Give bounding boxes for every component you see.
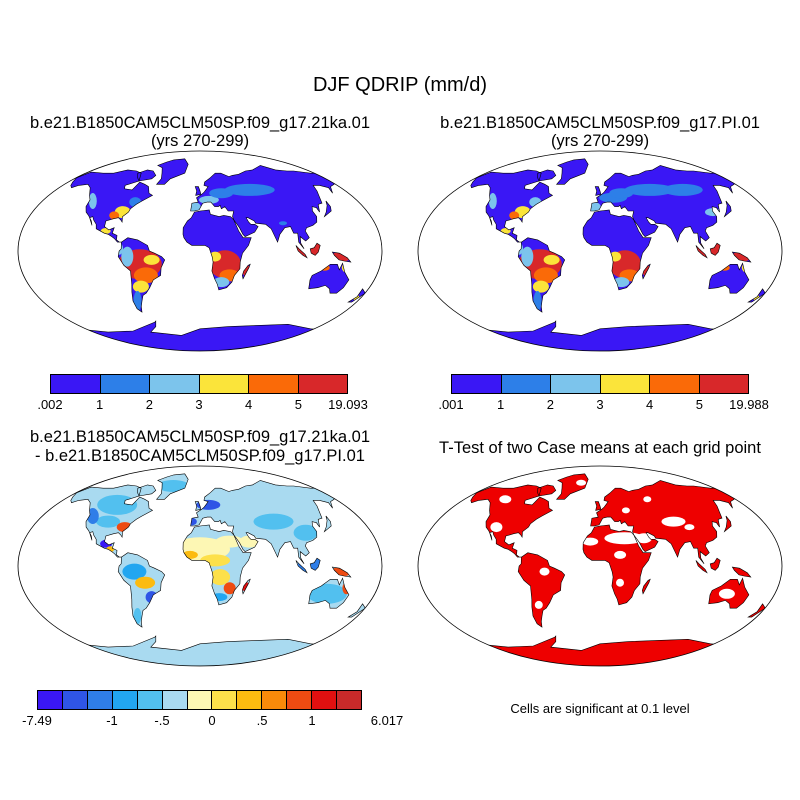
cb3-swatch [38,691,63,709]
map-case2 [417,150,783,352]
colorbar-tick-label: 3 [195,397,203,412]
cb3-swatch [262,691,288,709]
colorbar-tick-label: 5 [294,397,302,412]
colorbar-tick-label: 19.988 [729,397,769,412]
cb3-swatch [312,691,338,709]
panel4-title: T-Test of two Case means at each grid po… [439,439,761,457]
cb3-swatch [337,691,361,709]
cb2-swatch [551,375,601,393]
colorbar-tick-label: 1 [308,713,316,728]
cb2-swatch [501,375,551,393]
colorbar-case2 [451,374,749,394]
cb1-swatch [51,375,101,393]
colorbar-tick-label: 19.093 [328,397,368,412]
colorbar-tick-label: 5 [695,397,703,412]
cb1-swatch [298,375,347,393]
cb3-swatch [287,691,313,709]
panel2-title-line2: (yrs 270-299) [550,132,650,150]
colorbar-tick-label: -7.49 [22,713,52,728]
colorbar-tick-label: 3 [596,397,604,412]
colorbar-case1 [50,374,348,394]
cb3-swatch [62,691,88,709]
cb1-swatch [100,375,150,393]
cb3-swatch [112,691,138,709]
colorbar-tick-label: .002 [37,397,63,412]
colorbar-tick-label: 0 [208,713,216,728]
panel1-title-line1: b.e21.B1850CAM5CLM50SP.f09_g17.21ka.01 [29,114,371,132]
cb2-swatch [600,375,650,393]
map-case1 [17,150,383,352]
panel2-title-line1: b.e21.B1850CAM5CLM50SP.f09_g17.PI.01 [440,114,760,132]
colorbar-tick-label: .5 [256,713,268,728]
cb2-swatch [452,375,502,393]
colorbar-tick-label: 6.017 [370,713,404,728]
cb1-swatch [150,375,200,393]
cb3-swatch [162,691,188,709]
map-diff [17,465,383,667]
map-ttest [417,465,783,667]
cb3-swatch [187,691,213,709]
colorbar-tick-label: 1 [96,397,104,412]
colorbar-diff [37,690,362,710]
cb1-swatch [199,375,249,393]
colorbar-tick-label: -.5 [154,713,170,728]
colorbar-tick-label: 4 [646,397,654,412]
cb2-swatch [699,375,748,393]
panel1-title-line2: (yrs 270-299) [150,132,250,150]
colorbar-tick-label: 4 [245,397,253,412]
colorbar-tick-label: 2 [546,397,554,412]
panel3-title-line1: b.e21.B1850CAM5CLM50SP.f09_g17.21ka.01 [29,428,371,446]
cb1-swatch [249,375,299,393]
cb2-swatch [650,375,700,393]
cb3-swatch [137,691,163,709]
colorbar-tick-label: -1 [106,713,118,728]
colorbar-tick-label: 2 [145,397,153,412]
cb3-swatch [212,691,238,709]
cb3-swatch [87,691,113,709]
cb3-swatch [237,691,263,709]
panel3-title-line2: - b.e21.B1850CAM5CLM50SP.f09_g17.PI.01 [35,447,365,465]
significance-note: Cells are significant at 0.1 level [510,701,690,716]
colorbar-tick-label: .001 [438,397,464,412]
colorbar-tick-label: 1 [497,397,505,412]
figure-title: DJF QDRIP (mm/d) [312,74,488,96]
